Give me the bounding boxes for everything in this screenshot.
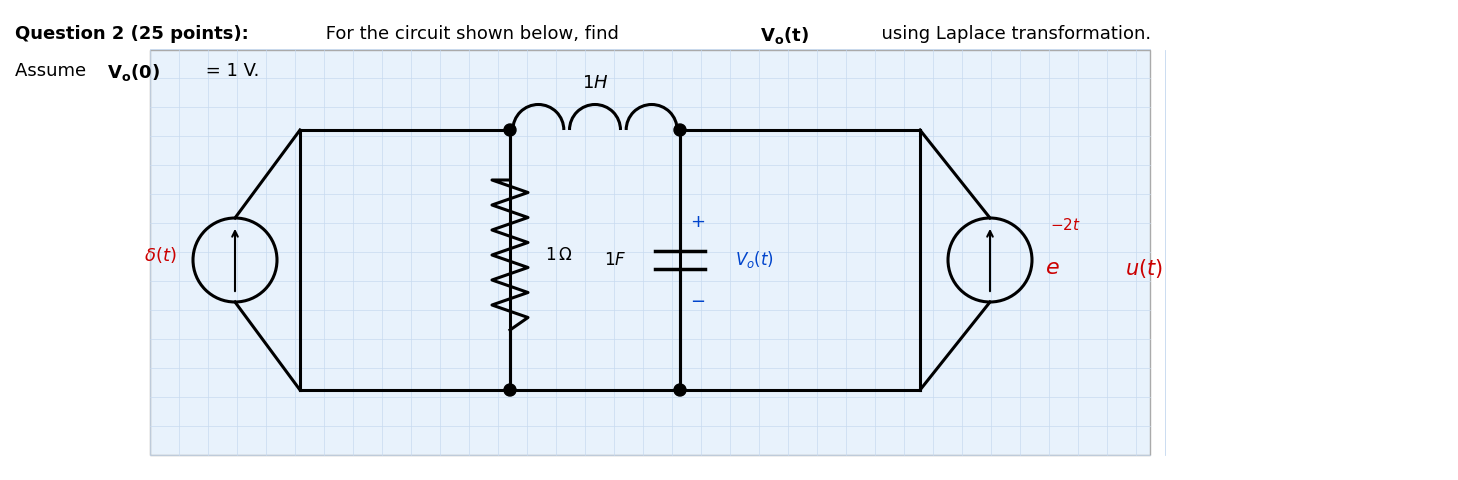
Text: $1F$: $1F$ xyxy=(604,251,625,269)
Circle shape xyxy=(674,124,687,136)
FancyBboxPatch shape xyxy=(150,50,1150,455)
Text: Assume: Assume xyxy=(15,62,92,80)
Text: $e$: $e$ xyxy=(1045,258,1060,278)
Circle shape xyxy=(504,124,516,136)
Circle shape xyxy=(674,384,687,396)
Text: $1\,\Omega$: $1\,\Omega$ xyxy=(545,246,573,264)
Text: Question 2 (25 points):: Question 2 (25 points): xyxy=(15,25,249,43)
Text: $\mathbf{V_o(0)}$: $\mathbf{V_o(0)}$ xyxy=(106,62,160,83)
Text: $u(t)$: $u(t)$ xyxy=(1126,256,1163,279)
Text: $\delta(t)$: $\delta(t)$ xyxy=(144,245,176,265)
Text: $V_o(t)$: $V_o(t)$ xyxy=(735,250,774,271)
Text: $-2t$: $-2t$ xyxy=(1050,217,1080,233)
Text: using Laplace transformation.: using Laplace transformation. xyxy=(870,25,1152,43)
Text: $-$: $-$ xyxy=(691,291,706,309)
Text: For the circuit shown below, find: For the circuit shown below, find xyxy=(319,25,624,43)
Text: $\mathbf{V_o(t)}$: $\mathbf{V_o(t)}$ xyxy=(760,25,809,46)
Text: $+$: $+$ xyxy=(691,213,706,231)
Circle shape xyxy=(504,384,516,396)
Text: = 1 V.: = 1 V. xyxy=(200,62,260,80)
Text: $1H$: $1H$ xyxy=(582,74,608,92)
